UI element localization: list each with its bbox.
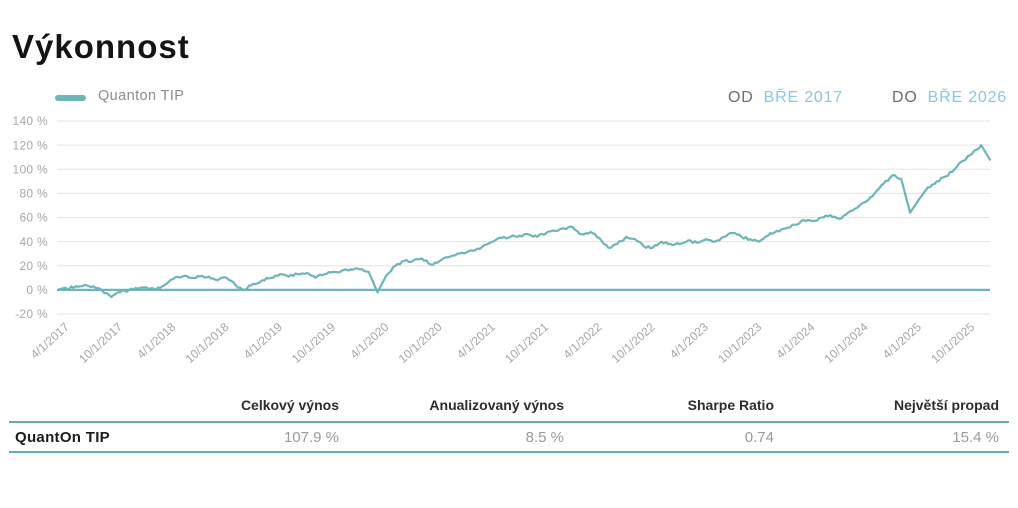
svg-text:4/1/2022: 4/1/2022 bbox=[560, 320, 604, 362]
col-header-total-return: Celkový výnos bbox=[240, 397, 339, 413]
svg-text:-20 %: -20 % bbox=[15, 307, 48, 321]
cell-sharpe-ratio: 0.74 bbox=[744, 428, 774, 446]
svg-text:10/1/2020: 10/1/2020 bbox=[396, 320, 445, 366]
svg-text:4/1/2017: 4/1/2017 bbox=[28, 320, 72, 362]
svg-text:10/1/2022: 10/1/2022 bbox=[609, 320, 658, 366]
table-header-row: Celkový výnos Anualizovaný výnos Sharpe … bbox=[9, 397, 1009, 421]
row-label-quanton-tip: QuantOn TIP bbox=[15, 428, 110, 446]
svg-text:4/1/2024: 4/1/2024 bbox=[773, 320, 817, 362]
date-from-value[interactable]: BŘE 2017 bbox=[763, 89, 843, 106]
svg-text:10/1/2018: 10/1/2018 bbox=[183, 320, 232, 366]
x-axis-labels: 4/1/2017 10/1/2017 4/1/2018 10/1/2018 4/1/20… bbox=[28, 320, 978, 366]
svg-text:10/1/2019: 10/1/2019 bbox=[289, 320, 338, 366]
col-header-annualized-return: Anualizovaný výnos bbox=[429, 397, 564, 413]
svg-text:120 %: 120 % bbox=[12, 138, 48, 152]
svg-text:0 %: 0 % bbox=[26, 283, 48, 297]
svg-text:10/1/2021: 10/1/2021 bbox=[502, 320, 551, 366]
svg-text:4/1/2020: 4/1/2020 bbox=[347, 320, 391, 362]
svg-text:10/1/2024: 10/1/2024 bbox=[822, 320, 871, 366]
table-row: QuantOn TIP 107.9 % 8.5 % 0.74 15.4 % bbox=[9, 421, 1009, 453]
date-to-value[interactable]: BŘE 2026 bbox=[927, 89, 1007, 106]
svg-text:10/1/2025: 10/1/2025 bbox=[928, 320, 977, 366]
y-axis-labels: 140 % 120 % 100 % 80 % 60 % 40 % 20 % 0 % -20 % bbox=[12, 114, 48, 321]
svg-text:4/1/2019: 4/1/2019 bbox=[241, 320, 285, 362]
svg-text:4/1/2021: 4/1/2021 bbox=[454, 320, 498, 362]
series-swatch-icon bbox=[55, 94, 86, 101]
date-to-control[interactable]: DO BŘE 2026 bbox=[892, 89, 1007, 107]
legend: Quanton TIP bbox=[55, 88, 184, 104]
cell-total-return: 107.9 % bbox=[283, 428, 339, 446]
page-title: Výkonnost bbox=[12, 28, 190, 66]
series-line-quanton-tip bbox=[56, 144, 992, 299]
legend-series-label: Quanton TIP bbox=[98, 88, 185, 104]
svg-text:4/1/2025: 4/1/2025 bbox=[880, 320, 924, 362]
cell-annualized-return: 8.5 % bbox=[525, 428, 564, 446]
date-to-label: DO bbox=[892, 89, 918, 106]
performance-table: Celkový výnos Anualizovaný výnos Sharpe … bbox=[9, 397, 1009, 453]
date-from-control[interactable]: OD BŘE 2017 bbox=[728, 89, 843, 107]
col-header-sharpe-ratio: Sharpe Ratio bbox=[687, 397, 774, 413]
cell-max-drawdown: 15.4 % bbox=[952, 428, 999, 446]
col-header-max-drawdown: Největší propad bbox=[893, 397, 999, 413]
svg-text:60 %: 60 % bbox=[19, 211, 48, 225]
svg-text:4/1/2023: 4/1/2023 bbox=[667, 320, 711, 362]
svg-text:100 %: 100 % bbox=[12, 162, 48, 176]
svg-text:10/1/2017: 10/1/2017 bbox=[76, 320, 125, 366]
date-from-label: OD bbox=[728, 89, 754, 106]
svg-text:140 %: 140 % bbox=[12, 114, 48, 128]
svg-text:20 %: 20 % bbox=[19, 259, 48, 273]
gridlines bbox=[57, 120, 990, 315]
svg-text:40 %: 40 % bbox=[19, 235, 48, 249]
svg-text:10/1/2023: 10/1/2023 bbox=[715, 320, 764, 366]
svg-text:4/1/2018: 4/1/2018 bbox=[134, 320, 178, 362]
svg-text:80 %: 80 % bbox=[19, 187, 48, 201]
